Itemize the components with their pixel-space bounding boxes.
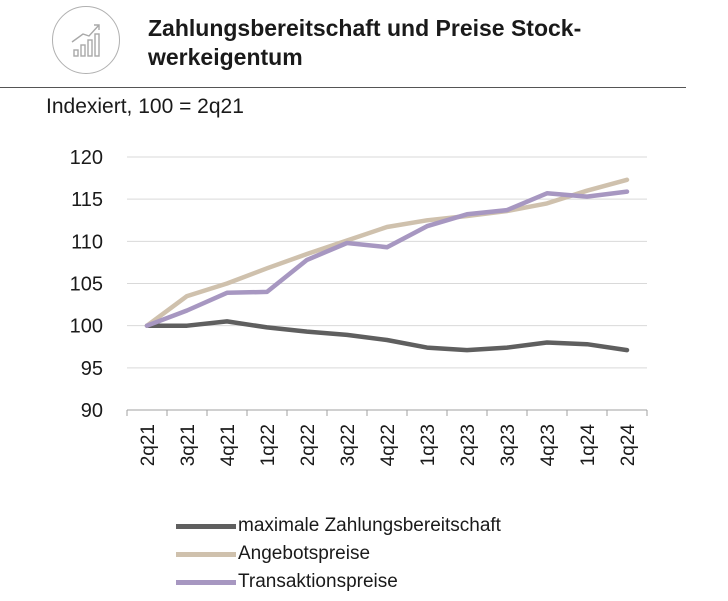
y-tick-label: 115 bbox=[71, 189, 103, 211]
y-tick-label: 90 bbox=[81, 400, 103, 422]
x-tick-label: 4q21 bbox=[218, 424, 239, 466]
x-tick-label: 4q23 bbox=[538, 424, 559, 466]
header: Zahlungsbereitschaft und Preise Stock- w… bbox=[0, 0, 728, 88]
legend: maximale Zahlungsbereitschaft Angebotspre… bbox=[176, 512, 501, 596]
y-tick-label: 110 bbox=[71, 231, 103, 253]
x-tick-label: 1q23 bbox=[418, 424, 439, 466]
x-tick-label: 3q23 bbox=[498, 424, 519, 466]
x-tick-label: 2q21 bbox=[138, 424, 159, 466]
y-tick-label: 100 bbox=[70, 316, 103, 338]
x-tick-label: 3q22 bbox=[338, 424, 359, 466]
y-tick-label: 95 bbox=[81, 358, 103, 380]
y-tick-label: 105 bbox=[70, 274, 103, 296]
legend-item: maximale Zahlungsbereitschaft bbox=[176, 512, 501, 540]
logo bbox=[52, 6, 120, 74]
x-tick-label: 2q22 bbox=[298, 424, 319, 466]
x-tick-label: 2q24 bbox=[618, 424, 639, 467]
y-tick-label: 120 bbox=[70, 147, 103, 169]
legend-label: maximale Zahlungsbereitschaft bbox=[238, 515, 501, 536]
x-tick-label: 2q23 bbox=[458, 424, 479, 466]
x-tick-label: 1q22 bbox=[258, 424, 279, 466]
series-line-1 bbox=[144, 319, 630, 353]
series-line-2 bbox=[144, 177, 630, 328]
legend-item: Transaktionspreise bbox=[176, 568, 501, 596]
line-chart: 90 95 100 105 110 115 120 2q21 3q21 4q21 1q22 2q22 3… bbox=[70, 147, 648, 467]
series-line-3 bbox=[144, 189, 630, 328]
chart-title: Zahlungsbereitschaft und Preise Stock- w… bbox=[148, 15, 582, 70]
legend-item: Angebotspreise bbox=[176, 540, 501, 568]
header-divider bbox=[0, 87, 686, 88]
x-tick-label: 1q24 bbox=[578, 424, 599, 467]
bar-chart-trend-icon bbox=[71, 24, 100, 57]
x-tick-label: 3q21 bbox=[178, 424, 199, 466]
x-tick-label: 4q22 bbox=[378, 424, 399, 466]
legend-swatch bbox=[176, 579, 236, 585]
chart-subtitle: Indexiert, 100 = 2q21 bbox=[46, 95, 244, 118]
legend-swatch bbox=[176, 551, 236, 557]
legend-label: Transaktionspreise bbox=[238, 571, 398, 592]
legend-swatch bbox=[176, 523, 236, 529]
legend-label: Angebotspreise bbox=[238, 543, 371, 564]
